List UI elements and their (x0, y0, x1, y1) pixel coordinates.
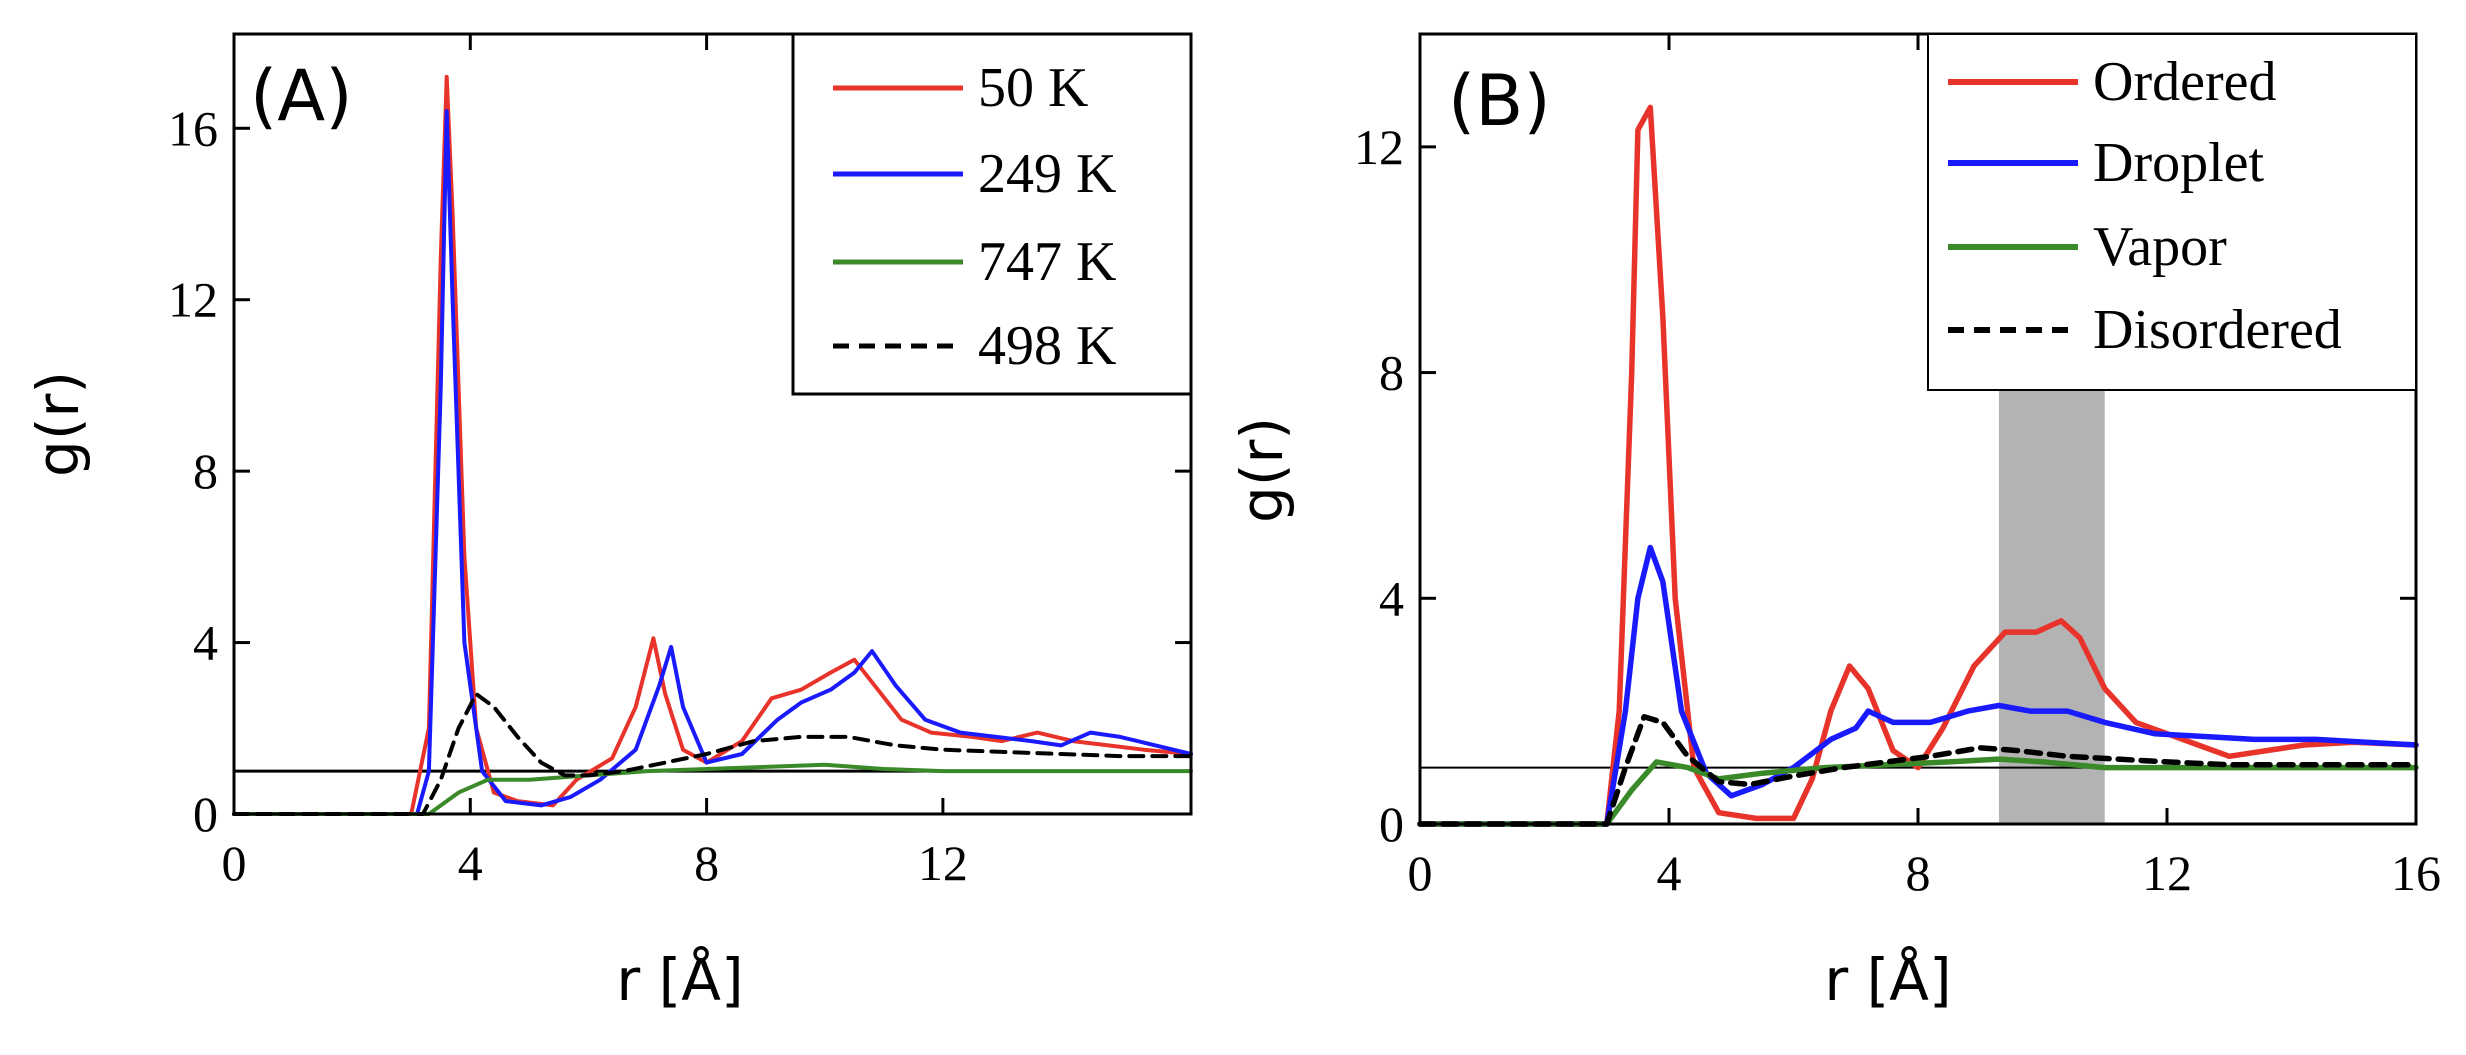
panel-a-x-axis-title: r [Å] (616, 945, 743, 1014)
panel-b-y-tick-label: 12 (1354, 119, 1404, 175)
panel-a-y-axis-title: g(r) (24, 371, 92, 477)
panel-b-x-tick-label: 8 (1906, 845, 1931, 901)
panel-a-y-tick-label: 0 (193, 786, 218, 842)
panel-b-series-vapor (1417, 756, 2419, 827)
panel-a-label: (A) (250, 55, 353, 137)
panel-a-legend-label-249k: 249 K (978, 143, 1116, 205)
panel-a: 0 4 8 12 0 4 8 12 16 (A) r [Å] g(r) 50 K 249 K … (24, 32, 1193, 1014)
panel-a-x-tick-label: 12 (918, 835, 968, 891)
panel-a-x-tick-label: 0 (222, 835, 247, 891)
panel-b-series-layer (1417, 104, 2419, 827)
panel-b-y-tick-label: 0 (1379, 796, 1404, 852)
panel-b-x-tick-label: 12 (2142, 845, 2192, 901)
panel-b-y-axis: 0 4 8 12 (1354, 119, 2416, 852)
panel-b-series-droplet (1417, 544, 2419, 827)
panel-a-series-498-k (232, 692, 1193, 816)
panel-a-x-tick-label: 8 (694, 835, 719, 891)
panel-a-series-747-k (232, 762, 1193, 816)
panel-a-y-axis: 0 4 8 12 16 (168, 100, 1191, 842)
panel-b-x-axis: 0 4 8 12 16 (1408, 34, 2441, 901)
panel-a-x-tick-label: 4 (458, 835, 483, 891)
panel-b-x-tick-label: 16 (2391, 845, 2441, 901)
panel-b-legend-label-droplet: Droplet (2093, 132, 2265, 194)
panel-a-legend-label-747k: 747 K (978, 231, 1116, 293)
panel-b-legend-label-disordered: Disordered (2093, 299, 2342, 361)
panel-a-y-tick-label: 12 (168, 272, 218, 328)
panel-a-legend: 50 K 249 K 747 K 498 K (791, 32, 1193, 396)
panel-b-legend-label-ordered: Ordered (2093, 51, 2276, 113)
panel-b-x-axis-title: r [Å] (1824, 945, 1951, 1014)
panel-a-series-249-k (232, 109, 1193, 816)
panel-a-legend-box (791, 32, 1193, 396)
panel-a-y-tick-label: 8 (193, 443, 218, 499)
panel-b-y-tick-label: 4 (1379, 570, 1404, 626)
panel-b-series-ordered (1417, 104, 2419, 827)
panel-a-legend-label-498k: 498 K (978, 315, 1116, 377)
panel-a-y-tick-label: 4 (193, 615, 218, 671)
panel-b-label: (B) (1448, 60, 1551, 142)
panel-b-y-axis-title: g(r) (1228, 417, 1296, 523)
panel-b-legend-label-vapor: Vapor (2093, 216, 2227, 278)
panel-b-y-tick-label: 8 (1379, 345, 1404, 401)
panel-b-x-tick-label: 0 (1408, 845, 1433, 901)
panel-a-legend-label-50k: 50 K (978, 57, 1088, 119)
panel-a-series-50-k (232, 74, 1193, 816)
panel-b-legend: Ordered Droplet Vapor Disordered (1927, 33, 2417, 391)
panel-a-y-tick-label: 16 (168, 100, 218, 156)
panel-b: 0 4 8 12 16 0 4 8 12 (B) r [Å] g(r) Ordered Dro… (1228, 32, 2441, 1014)
panel-b-x-tick-label: 4 (1657, 845, 1682, 901)
panel-a-plot-frame (232, 32, 1193, 816)
panel-b-series-disordered (1417, 714, 2419, 827)
panel-a-series-layer (232, 74, 1193, 816)
